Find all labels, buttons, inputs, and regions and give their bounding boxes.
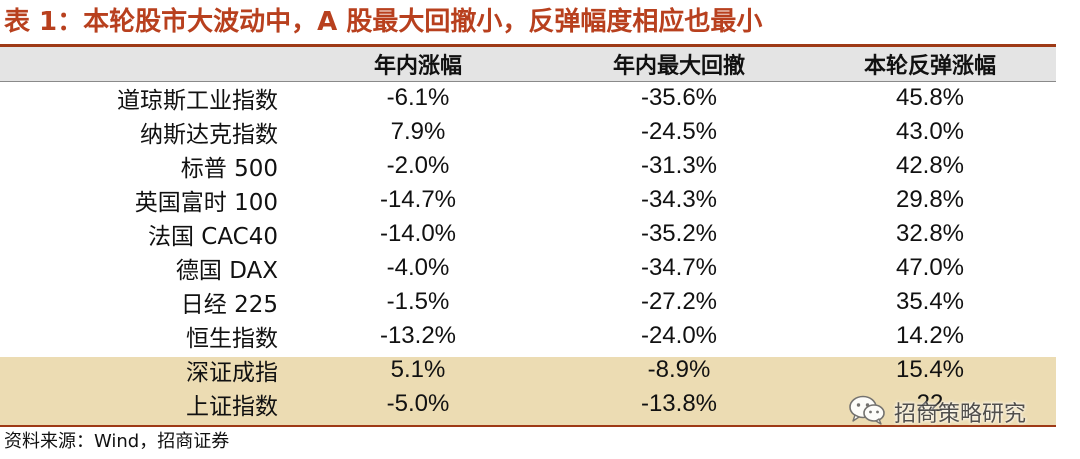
rebound-gain: 14.2% [895,322,965,349]
table-title: 表 1：本轮股市大波动中，A 股最大回撤小，反弹幅度相应也最小 [4,7,763,37]
table-row: 恒生指数 -13.2% -24.0% 14.2% [0,319,1056,353]
max-drawdown: -8.9% [647,356,711,383]
rebound-gain: 22 [916,390,944,417]
index-name: 标普 500 [180,156,278,182]
ytd-change: -1.5% [386,288,450,315]
source-note: 资料来源：Wind，招商证券 [4,431,230,452]
index-name: 日经 225 [180,292,278,318]
max-drawdown: -35.6% [640,84,718,111]
ytd-change: -4.0% [386,254,450,281]
rebound-gain: 15.4% [895,356,965,383]
max-drawdown: -24.0% [640,322,718,349]
watermark: 招商策略研究 [848,392,1026,432]
ytd-change: -14.7% [379,186,457,213]
ytd-change: -14.0% [379,220,457,247]
index-name: 恒生指数 [186,326,278,352]
table-row: 英国富时 100 -14.7% -34.3% 29.8% [0,183,1056,217]
table-row: 道琼斯工业指数 -6.1% -35.6% 45.8% [0,81,1056,115]
rebound-gain: 29.8% [895,186,965,213]
table-row: 日经 225 -1.5% -27.2% 35.4% [0,285,1056,319]
column-header-rebound: 本轮反弹涨幅 [863,54,996,79]
max-drawdown: -31.3% [640,152,718,179]
market-comparison-table: 年内涨幅 年内最大回撤 本轮反弹涨幅 道琼斯工业指数 -6.1% -35.6% … [0,47,1056,421]
rebound-gain: 35.4% [895,288,965,315]
index-name: 上证指数 [186,394,278,420]
table-row: 法国 CAC40 -14.0% -35.2% 32.8% [0,217,1056,251]
index-name: 纳斯达克指数 [140,122,278,148]
index-name: 道琼斯工业指数 [117,88,278,114]
max-drawdown: -34.7% [640,254,718,281]
ytd-change: -2.0% [386,152,450,179]
title-divider [0,44,1056,47]
ytd-change: -13.2% [379,322,457,349]
max-drawdown: -27.2% [640,288,718,315]
rebound-gain: 32.8% [895,220,965,247]
header-background [0,47,1056,81]
table-row: 纳斯达克指数 7.9% -24.5% 43.0% [0,115,1056,149]
ytd-change: -5.0% [386,390,450,417]
ytd-change: 7.9% [390,118,446,145]
table-row: 德国 DAX -4.0% -34.7% 47.0% [0,251,1056,285]
column-header-index [0,47,282,81]
rebound-gain: 43.0% [895,118,965,145]
header-divider [0,81,1056,82]
rebound-gain: 47.0% [895,254,965,281]
watermark-text: 招商策略研究 [894,402,1027,427]
index-name: 英国富时 100 [134,190,278,216]
table-bottom-divider [0,425,1056,427]
max-drawdown: -34.3% [640,186,718,213]
rebound-gain: 45.8% [895,84,965,111]
index-name: 德国 DAX [175,258,278,284]
max-drawdown: -24.5% [640,118,718,145]
column-header-max-drawdown: 年内最大回撤 [612,54,745,79]
ytd-change: -6.1% [386,84,450,111]
rebound-gain: 42.8% [895,152,965,179]
ytd-change: 5.1% [390,356,446,383]
table-header-row: 年内涨幅 年内最大回撤 本轮反弹涨幅 [0,47,1056,81]
wechat-icon [848,394,886,430]
table-row: 标普 500 -2.0% -31.3% 42.8% [0,149,1056,183]
index-name: 法国 CAC40 [147,224,278,250]
max-drawdown: -13.8% [640,390,718,417]
max-drawdown: -35.2% [640,220,718,247]
table-row-highlighted: 上证指数 -5.0% -13.8% 22 [0,387,1056,421]
table-row-highlighted: 深证成指 5.1% -8.9% 15.4% [0,353,1056,387]
index-name: 深证成指 [186,360,278,386]
column-header-ytd: 年内涨幅 [373,54,462,79]
